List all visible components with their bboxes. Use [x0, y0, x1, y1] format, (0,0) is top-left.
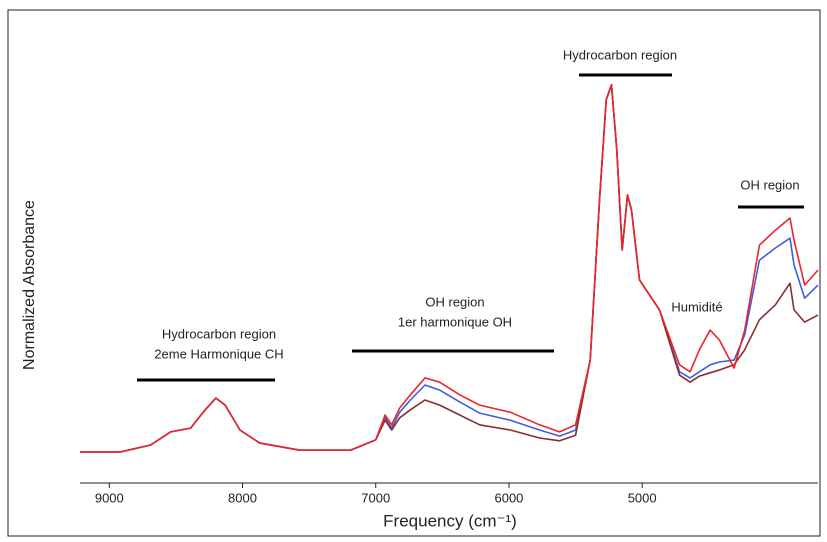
series-line	[80, 84, 819, 453]
annotation: Humidité	[671, 299, 722, 314]
x-tick-label: 6000	[494, 490, 523, 505]
series-line	[80, 84, 819, 453]
annotation: OH region	[425, 294, 484, 309]
annotation: 2eme Harmonique CH	[154, 346, 283, 361]
x-tick-label: 5000	[628, 490, 657, 505]
annotations: Hydrocarbon region 2eme Harmonique CH OH…	[137, 47, 804, 382]
frame	[7, 9, 821, 537]
x-tick-label: 7000	[361, 490, 390, 505]
x-axis-label: Frequency (cm⁻¹)	[383, 511, 517, 530]
series-line	[80, 84, 819, 453]
annotation: Hydrocarbon region	[162, 326, 276, 341]
y-axis-label: Normalized Absorbance	[21, 200, 38, 370]
x-tick-label: 8000	[228, 490, 257, 505]
annotation: Hydrocarbon region	[563, 47, 677, 62]
annotation: 1er harmonique OH	[398, 314, 512, 329]
annotation: OH region	[740, 177, 799, 192]
x-tick-label: 9000	[95, 490, 124, 505]
